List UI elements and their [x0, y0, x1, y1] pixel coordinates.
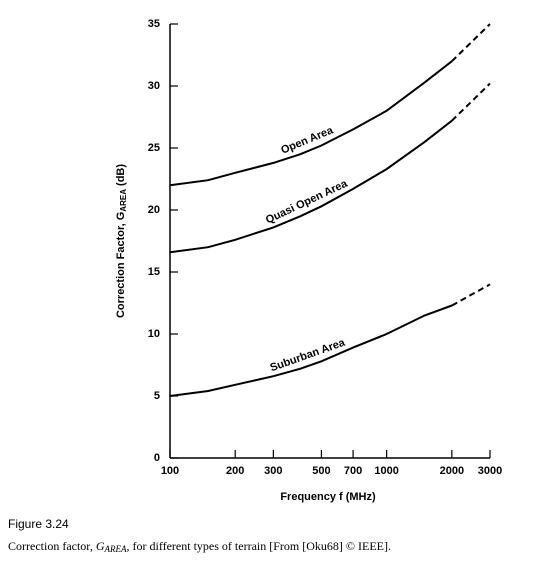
y-tick-label: 30 [148, 80, 160, 92]
caption-sub: AREA [104, 544, 127, 554]
y-tick-label: 35 [148, 18, 160, 30]
y-tick-label: 20 [148, 204, 160, 216]
series-line-extrapolated [451, 23, 491, 62]
y-label-sub: AREA [119, 189, 128, 212]
curve-label: Quasi Open Area [264, 177, 350, 226]
series-line [169, 304, 453, 397]
x-tick-label: 700 [344, 465, 362, 477]
caption-part: , for different types of terrain [From [… [127, 539, 391, 553]
y-tick-label: 25 [148, 142, 160, 154]
y-label-part: (dB) [115, 164, 127, 189]
x-tick-label: 500 [312, 465, 330, 477]
caption-part: G [96, 539, 105, 553]
x-tick-label: 300 [264, 465, 282, 477]
series-line-extrapolated [451, 82, 491, 122]
y-label-part: Correction Factor, G [115, 212, 127, 318]
y-tick-label: 15 [148, 266, 160, 278]
x-tick-label: 2000 [440, 465, 464, 477]
y-tick-label: 10 [148, 328, 160, 340]
x-tick-label: 100 [161, 465, 179, 477]
series-line [169, 119, 453, 254]
x-tick-label: 1000 [374, 465, 398, 477]
x-axis-label: Frequency f (MHz) [280, 491, 376, 503]
y-tick-label: 0 [154, 452, 160, 464]
y-tick-label: 5 [154, 390, 160, 402]
series-line-extrapolated [451, 283, 491, 307]
caption: Correction factor, GAREA, for different … [8, 539, 391, 554]
y-axis-label: Correction Factor, GAREA (dB) [115, 164, 128, 318]
series-line [169, 60, 453, 187]
x-tick-label: 200 [226, 465, 244, 477]
figure-label: Figure 3.24 [8, 517, 69, 531]
x-tick-label: 3000 [478, 465, 502, 477]
caption-part: Correction factor, [8, 539, 96, 553]
